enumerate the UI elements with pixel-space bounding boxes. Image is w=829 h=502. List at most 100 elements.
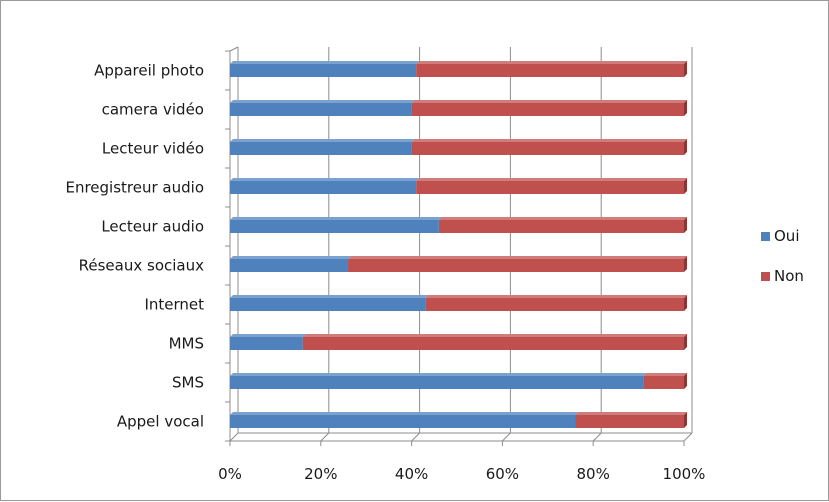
bar-top-face [348,256,687,259]
bar-top-face [575,412,687,415]
bar-end-face [684,256,687,272]
bar-top-face [411,139,687,142]
bar-top-face [302,334,687,337]
bar-top-face [230,412,579,415]
bar-top-face [643,373,687,376]
bar-oui [230,415,576,428]
legend-label-non: Non [774,267,804,285]
legend-swatch-oui [761,232,770,241]
bar-non [575,415,684,428]
bar-segment-oui [230,256,352,272]
category-label: Appel vocal [117,413,204,431]
legend-swatch-non [761,272,770,281]
bar-segment-non [425,295,687,311]
bar-top-face [411,100,687,103]
x-tick-label: 60% [486,465,519,483]
bar-top-face [416,178,687,181]
bar-top-face [230,139,415,142]
category-label: SMS [172,374,204,392]
legend: Oui Non [761,227,804,285]
bar-segment-non [411,100,687,116]
bar-end-face [684,100,687,116]
floor-gridline [411,432,420,442]
bar-segment-oui [230,373,647,389]
category-label: Appareil photo [94,62,204,80]
x-tick-label: 40% [395,465,428,483]
floor-gridline [592,432,602,442]
legend-label-oui: Oui [774,227,799,245]
bar-non [416,181,684,194]
bar-end-face [684,334,687,350]
category-label: MMS [169,335,204,353]
bar-end-face [684,178,687,194]
bar-top-face [230,334,306,337]
bar-segment-oui [230,217,442,233]
x-tick-label: 80% [577,465,610,483]
bar-non [348,259,684,272]
bar-segment-oui [230,100,415,116]
bar-segment-oui [230,61,420,77]
bar-segment-oui [230,178,420,194]
bar-top-face [230,61,420,64]
bar-segment-non [643,373,687,389]
bar-segment-oui [230,139,415,155]
bar-top-face [438,217,687,220]
bar-oui [230,337,303,350]
bar-non [425,298,684,311]
bar-oui [230,376,644,389]
bar-oui [230,220,439,233]
bar-non [438,220,684,233]
x-tick-label: 20% [304,465,337,483]
bar-segment-non [438,217,687,233]
bar-end-face [684,295,687,311]
floor-gridline [683,432,693,442]
category-label: Lecteur vidéo [102,140,204,158]
bar-top-face [230,295,429,298]
bar-end-face [684,217,687,233]
category-labels: Appareil photo camera vidéo Lecteur vidéo E… [65,62,204,431]
bar-non [643,376,684,389]
bar-end-face [684,139,687,155]
x-tick-label: 0% [218,465,242,483]
bar-end-face [684,373,687,389]
y-axis-top-edge [229,46,239,52]
bar-non [302,337,684,350]
bar-top-face [230,217,442,220]
bar-oui [230,103,412,116]
bar-non [416,64,684,77]
tick-labels: 0% 20% 40% 60% 80% 100% [218,465,705,483]
category-label: camera vidéo [102,101,204,119]
floor-gridline [229,432,239,442]
bar-top-face [230,373,647,376]
bar-non [411,103,684,116]
bar-segment-non [411,139,687,155]
bar-oui [230,64,417,77]
bar-segment-non [302,334,687,350]
floor-gridline [502,432,511,442]
x-tick-label: 100% [663,465,706,483]
bar-oui [230,181,417,194]
bar-segment-non [416,61,687,77]
bar-oui [230,142,412,155]
bar-segment-oui [230,334,306,350]
floor-gridline [320,432,330,442]
category-label: Réseaux sociaux [79,257,204,275]
bar-top-face [416,61,687,64]
bar-end-face [684,61,687,77]
bar-segment-non [348,256,687,272]
bar-oui [230,259,349,272]
category-label: Enregistreur audio [65,179,204,197]
bar-top-face [230,256,352,259]
bar-segment-oui [230,295,429,311]
bar-oui [230,298,426,311]
bar-end-face [684,412,687,428]
bars [230,61,687,428]
bar-non [411,142,684,155]
bar-top-face [230,178,420,181]
bar-segment-non [575,412,687,428]
category-label: Internet [144,296,204,314]
category-label: Lecteur audio [101,218,204,236]
bar-segment-oui [230,412,579,428]
